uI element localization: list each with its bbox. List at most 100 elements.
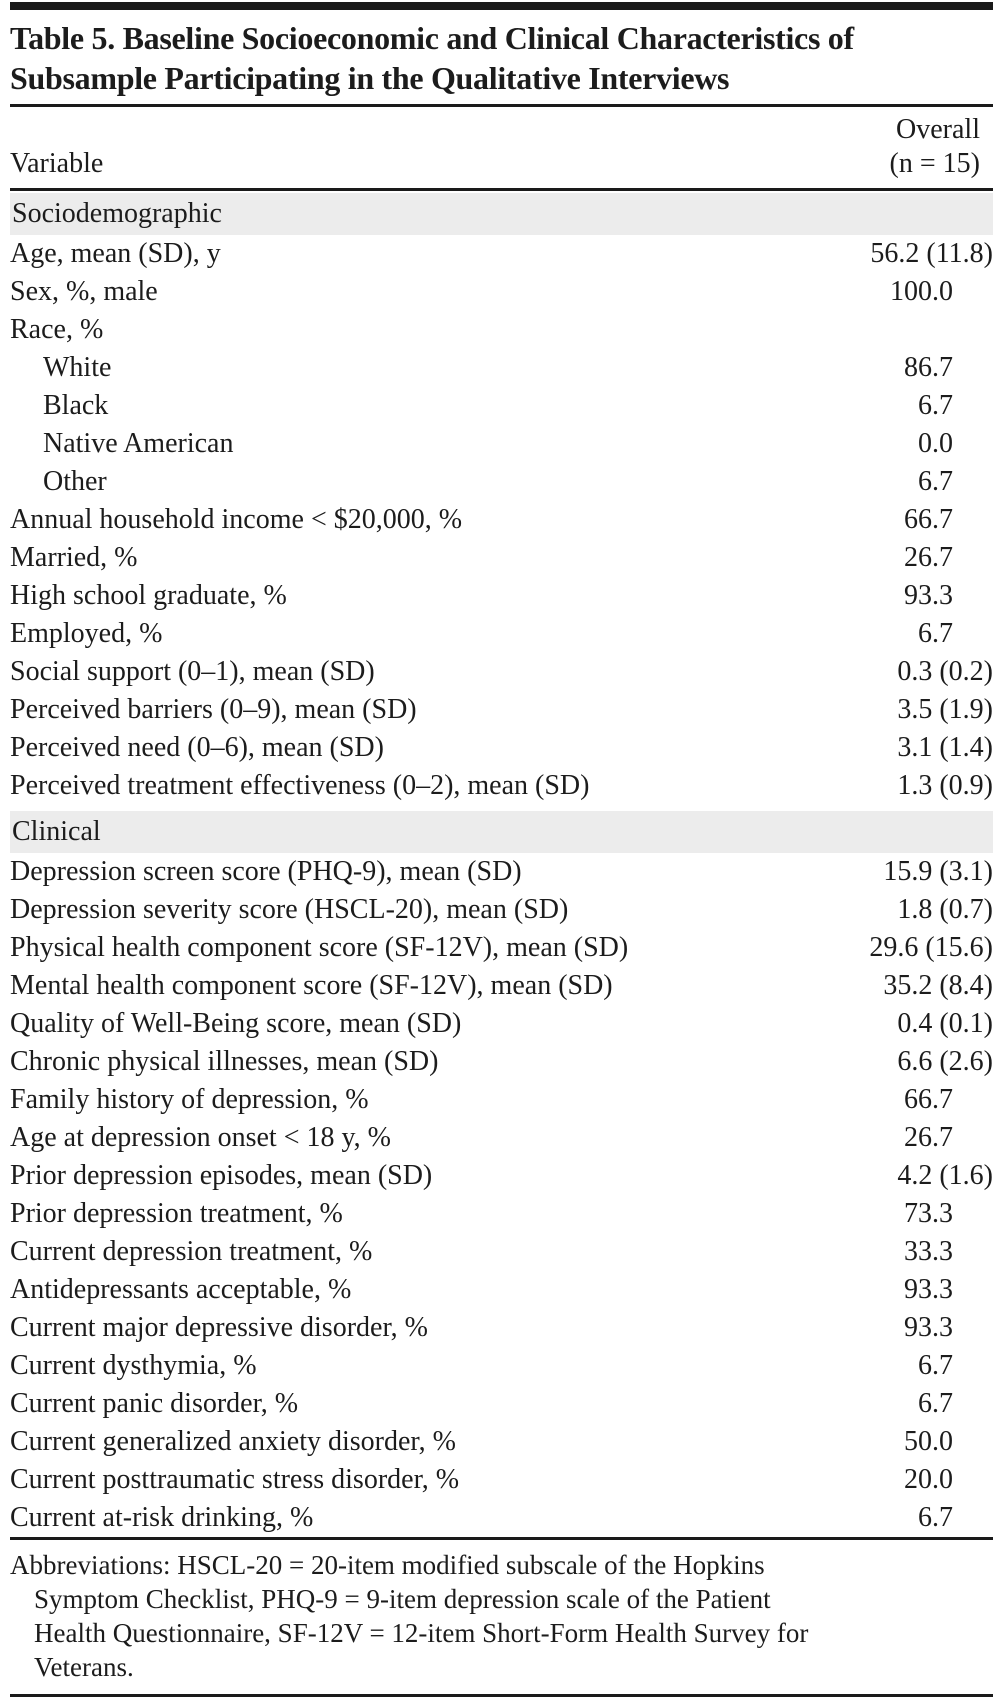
row-label: Chronic physical illnesses, mean (SD) bbox=[10, 1046, 439, 1077]
row-value: 6.7 bbox=[918, 390, 953, 421]
row-label: Depression severity score (HSCL-20), mea… bbox=[10, 894, 569, 925]
row-label: Current panic disorder, % bbox=[10, 1388, 299, 1419]
row-label: Current posttraumatic stress disorder, % bbox=[10, 1464, 460, 1495]
table-row: Current at-risk drinking, % 6.7 bbox=[10, 1499, 993, 1537]
table-row: Perceived treatment effectiveness (0–2),… bbox=[10, 767, 993, 805]
row-label: Social support (0–1), mean (SD) bbox=[10, 656, 375, 687]
table-row: Depression screen score (PHQ-9), mean (S… bbox=[10, 853, 993, 891]
row-value: 0.4 (0.1) bbox=[897, 1008, 993, 1039]
row-value: 1.8 (0.7) bbox=[897, 894, 993, 925]
row-value: 100.0 bbox=[890, 276, 953, 307]
row-label: Age, mean (SD), y bbox=[10, 238, 221, 269]
row-label: White bbox=[43, 352, 112, 383]
row-label: Native American bbox=[43, 428, 234, 459]
row-value: 66.7 bbox=[904, 1084, 953, 1115]
row-value: 3.1 (1.4) bbox=[897, 732, 993, 763]
row-label: Current generalized anxiety disorder, % bbox=[10, 1426, 456, 1457]
section-label: Sociodemographic bbox=[12, 198, 222, 229]
table-row: Current posttraumatic stress disorder, %… bbox=[10, 1461, 993, 1499]
footnote-line: Veterans. bbox=[34, 1652, 134, 1682]
row-value: 26.7 bbox=[904, 542, 953, 573]
table-row: Black 6.7 bbox=[10, 387, 993, 425]
row-label: Perceived barriers (0–9), mean (SD) bbox=[10, 694, 417, 725]
footnote-line: Symptom Checklist, PHQ-9 = 9-item depres… bbox=[34, 1584, 771, 1614]
row-label: Prior depression treatment, % bbox=[10, 1198, 343, 1229]
row-value: 6.7 bbox=[918, 1502, 953, 1533]
table-row: Married, % 26.7 bbox=[10, 539, 993, 577]
column-header: Overall Variable (n = 15) bbox=[10, 107, 993, 188]
table-row: Current generalized anxiety disorder, % … bbox=[10, 1423, 993, 1461]
row-value: 20.0 bbox=[904, 1464, 953, 1495]
row-label: Annual household income < $20,000, % bbox=[10, 504, 463, 535]
table-row: Age, mean (SD), y 56.2 (11.8) bbox=[10, 235, 993, 273]
row-value: 6.6 (2.6) bbox=[897, 1046, 993, 1077]
table-row: Annual household income < $20,000, % 66.… bbox=[10, 501, 993, 539]
table-row: Perceived need (0–6), mean (SD) 3.1 (1.4… bbox=[10, 729, 993, 767]
row-label: Depression screen score (PHQ-9), mean (S… bbox=[10, 856, 522, 887]
table-row: Perceived barriers (0–9), mean (SD) 3.5 … bbox=[10, 691, 993, 729]
overall-column-header-line-1: Overall bbox=[896, 114, 980, 145]
row-value: 35.2 (8.4) bbox=[883, 970, 993, 1001]
table-row: Quality of Well-Being score, mean (SD) 0… bbox=[10, 1005, 993, 1043]
row-label: Current dysthymia, % bbox=[10, 1350, 257, 1381]
table-body: Sociodemographic Age, mean (SD), y 56.2 … bbox=[10, 193, 993, 1537]
row-value: 3.5 (1.9) bbox=[897, 694, 993, 725]
row-label: Employed, % bbox=[10, 618, 163, 649]
section-label: Clinical bbox=[12, 816, 101, 847]
row-label: High school graduate, % bbox=[10, 580, 287, 611]
header-divider bbox=[10, 188, 993, 191]
row-label: Perceived treatment effectiveness (0–2),… bbox=[10, 770, 590, 801]
row-value: 26.7 bbox=[904, 1122, 953, 1153]
row-value: 6.7 bbox=[918, 1388, 953, 1419]
table-row: Antidepressants acceptable, % 93.3 bbox=[10, 1271, 993, 1309]
row-label: Current depression treatment, % bbox=[10, 1236, 373, 1267]
table-row: High school graduate, % 93.3 bbox=[10, 577, 993, 615]
row-value: 15.9 (3.1) bbox=[883, 856, 993, 887]
table-row: Sex, %, male 100.0 bbox=[10, 273, 993, 311]
table-row: Physical health component score (SF-12V)… bbox=[10, 929, 993, 967]
table-row: White 86.7 bbox=[10, 349, 993, 387]
table-row: Social support (0–1), mean (SD) 0.3 (0.2… bbox=[10, 653, 993, 691]
row-label: Married, % bbox=[10, 542, 138, 573]
bottom-rule bbox=[10, 1694, 993, 1697]
row-value: 86.7 bbox=[904, 352, 953, 383]
table-title-line-2: Subsample Participating in the Qualitati… bbox=[10, 60, 730, 96]
footnote-line: Abbreviations: HSCL-20 = 20-item modifie… bbox=[10, 1550, 765, 1580]
row-value: 73.3 bbox=[904, 1198, 953, 1229]
row-label: Antidepressants acceptable, % bbox=[10, 1274, 352, 1305]
table-title: Table 5. Baseline Socioeconomic and Clin… bbox=[10, 18, 993, 98]
table-row: Current major depressive disorder, % 93.… bbox=[10, 1309, 993, 1347]
row-label: Mental health component score (SF-12V), … bbox=[10, 970, 613, 1001]
table-row: Current panic disorder, % 6.7 bbox=[10, 1385, 993, 1423]
row-label: Age at depression onset < 18 y, % bbox=[10, 1122, 392, 1153]
row-label: Current major depressive disorder, % bbox=[10, 1312, 428, 1343]
table-row: Chronic physical illnesses, mean (SD) 6.… bbox=[10, 1043, 993, 1081]
table-row: Employed, % 6.7 bbox=[10, 615, 993, 653]
row-label: Prior depression episodes, mean (SD) bbox=[10, 1160, 433, 1191]
row-value: 93.3 bbox=[904, 1274, 953, 1305]
overall-column-header-line-2: (n = 15) bbox=[889, 148, 980, 179]
footnote-divider bbox=[10, 1537, 993, 1540]
table-row: Current dysthymia, % 6.7 bbox=[10, 1347, 993, 1385]
table-row: Prior depression episodes, mean (SD) 4.2… bbox=[10, 1157, 993, 1195]
row-value: 0.0 bbox=[918, 428, 953, 459]
footnote: Abbreviations: HSCL-20 = 20-item modifie… bbox=[10, 1540, 993, 1694]
table-row: Current depression treatment, % 33.3 bbox=[10, 1233, 993, 1271]
row-label: Black bbox=[43, 390, 109, 421]
row-value: 29.6 (15.6) bbox=[869, 932, 993, 963]
row-value: 33.3 bbox=[904, 1236, 953, 1267]
row-label: Physical health component score (SF-12V)… bbox=[10, 932, 629, 963]
row-label: Sex, %, male bbox=[10, 276, 158, 307]
row-value: 4.2 (1.6) bbox=[897, 1160, 993, 1191]
row-label: Other bbox=[43, 466, 107, 497]
row-label: Current at-risk drinking, % bbox=[10, 1502, 314, 1533]
table-row: Family history of depression, % 66.7 bbox=[10, 1081, 993, 1119]
row-value: 93.3 bbox=[904, 580, 953, 611]
row-value: 6.7 bbox=[918, 1350, 953, 1381]
variable-column-header: Variable bbox=[10, 148, 104, 179]
row-value: 6.7 bbox=[918, 466, 953, 497]
top-rule-bar bbox=[10, 2, 993, 10]
row-label: Perceived need (0–6), mean (SD) bbox=[10, 732, 384, 763]
table-row: Native American 0.0 bbox=[10, 425, 993, 463]
